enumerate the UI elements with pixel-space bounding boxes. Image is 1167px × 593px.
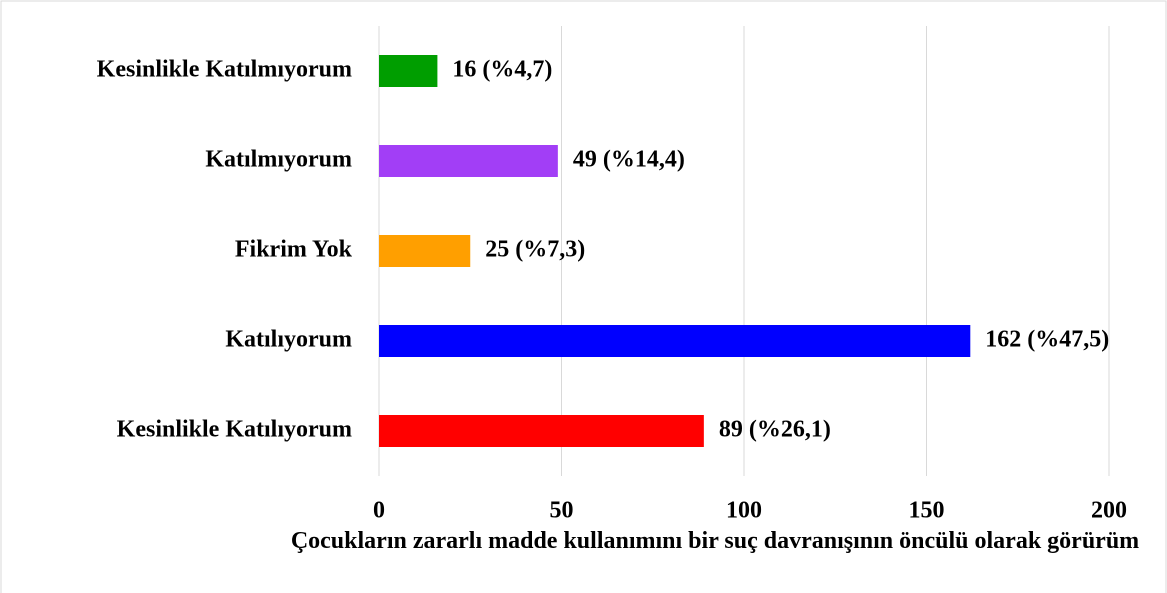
y-tick-label: Fikrim Yok xyxy=(235,237,353,263)
bar xyxy=(379,55,438,87)
bar xyxy=(379,325,971,357)
y-tick-label: Kesinlikle Katılıyorum xyxy=(117,417,352,443)
bar xyxy=(379,415,704,447)
x-tick-label: 0 xyxy=(373,498,385,524)
data-label: 49 (%14,4) xyxy=(573,147,685,173)
data-label: 25 (%7,3) xyxy=(485,237,585,263)
x-axis-title: Çocukların zararlı madde kullanımını bir… xyxy=(290,528,1140,554)
x-tick-label: 200 xyxy=(1091,498,1127,524)
y-tick-label: Kesinlikle Katılmıyorum xyxy=(97,57,352,83)
x-tick-label: 150 xyxy=(909,498,945,524)
y-tick-label: Katılıyorum xyxy=(225,327,352,353)
data-label: 89 (%26,1) xyxy=(719,417,831,443)
data-label: 16 (%4,7) xyxy=(452,57,552,83)
bar xyxy=(379,235,471,267)
bar xyxy=(379,145,558,177)
y-tick-label: Katılmıyorum xyxy=(205,147,352,173)
x-tick-label: 100 xyxy=(726,498,762,524)
data-label: 162 (%47,5) xyxy=(985,327,1109,353)
x-tick-label: 50 xyxy=(550,498,574,524)
